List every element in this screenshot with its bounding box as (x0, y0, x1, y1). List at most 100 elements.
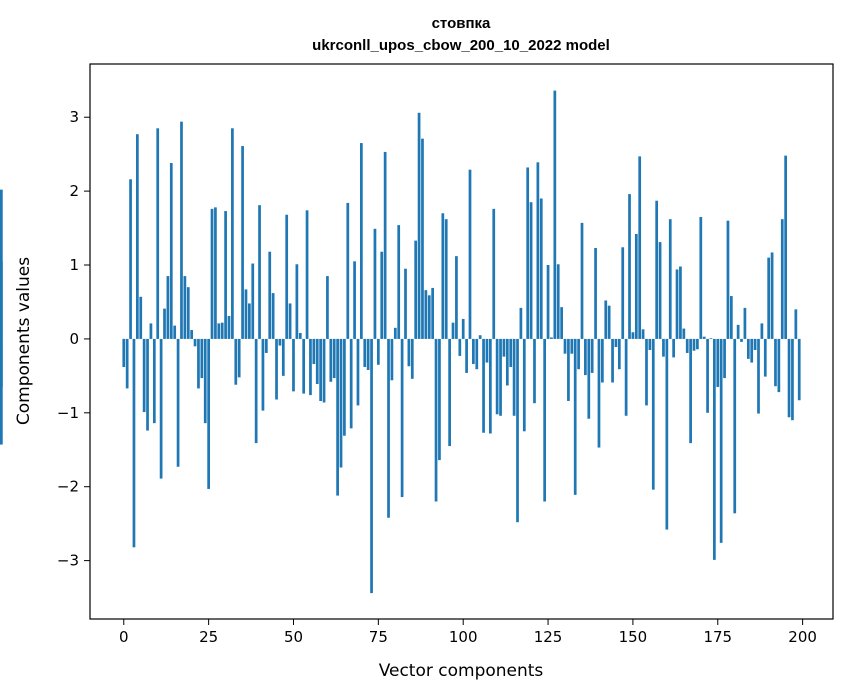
bar-2 (129, 179, 132, 339)
bar-23 (200, 338, 204, 379)
bar-4 (135, 134, 139, 339)
bar-149 (628, 194, 631, 339)
bar-24 (203, 338, 207, 424)
bar-17 (180, 121, 183, 339)
x-tick-label: 75 (369, 628, 388, 646)
bar-186 (753, 338, 757, 350)
bar-196 (787, 338, 791, 418)
bar-138 (590, 338, 594, 373)
y-tick-label: 2 (69, 182, 79, 200)
bar-15 (173, 325, 177, 339)
bar-5 (139, 296, 143, 339)
bar-37 (248, 303, 251, 339)
chart-title-line-1: стовпка (432, 15, 491, 32)
bar-159 (662, 338, 665, 357)
bar-143 (607, 305, 611, 339)
bar-31 (227, 316, 231, 339)
bar-100 (461, 318, 465, 339)
bar-101 (465, 338, 468, 373)
bar-132 (570, 338, 574, 354)
bar-73 (370, 338, 373, 594)
bar-51 (295, 264, 299, 339)
bar-59 (322, 338, 326, 403)
bar-169 (696, 338, 699, 350)
bar-65 (343, 338, 346, 436)
bar-36 (244, 289, 248, 339)
x-tick-label: 25 (199, 628, 218, 646)
bar-155 (648, 338, 652, 350)
y-tick-label: −2 (57, 478, 79, 496)
bar-99 (458, 338, 462, 356)
bar-170 (699, 216, 703, 339)
bar-55 (309, 338, 312, 396)
bar-8 (149, 323, 153, 339)
bar-32 (231, 128, 234, 339)
bar-60 (326, 276, 329, 339)
bar-53 (302, 338, 306, 394)
bar-77 (383, 151, 387, 339)
bar-21 (193, 338, 197, 347)
bar-33 (234, 338, 238, 385)
x-tick-label: 125 (534, 628, 563, 646)
bar-161 (668, 219, 672, 339)
bar-179 (729, 296, 733, 339)
bar-150 (631, 332, 635, 339)
bar-96 (448, 338, 451, 447)
bar-113 (505, 338, 509, 386)
bar-185 (750, 338, 754, 363)
bar-175 (716, 338, 720, 387)
bar-85 (410, 338, 414, 379)
bar-172 (706, 338, 709, 413)
bar-44 (271, 293, 275, 339)
bar-152 (638, 156, 642, 339)
bar-series (0, 90, 801, 594)
bar-103 (472, 338, 475, 365)
bar-127 (553, 90, 557, 339)
bar-80 (393, 327, 397, 339)
x-axis-label: Vector components (379, 661, 544, 681)
bar-75 (376, 338, 380, 365)
bar-147 (621, 247, 625, 339)
bar-12 (163, 308, 166, 339)
bar-104 (475, 338, 479, 370)
bar-158 (658, 242, 662, 339)
x-tick-label: 175 (703, 628, 732, 646)
bar-167 (689, 338, 692, 444)
bar-70 (360, 143, 363, 339)
bar-39 (254, 338, 258, 444)
bar-124 (543, 338, 547, 502)
chart-title: стовпка ukrconll_upos_cbow_200_10_2022 m… (312, 15, 610, 54)
bar-129 (560, 307, 563, 339)
bar-43 (268, 251, 272, 339)
bar-95 (444, 219, 448, 339)
bar-133 (573, 338, 577, 495)
bar-10 (156, 128, 160, 339)
bar-182 (740, 338, 743, 342)
bar-187 (757, 338, 760, 414)
bar-106 (482, 338, 485, 433)
bar-146 (617, 338, 621, 370)
bar-16 (176, 338, 180, 467)
y-axis-label: Components values (14, 257, 34, 425)
bar-71 (363, 338, 367, 367)
bar-163 (675, 269, 679, 339)
bar-192 (774, 338, 777, 387)
bar-25 (207, 338, 210, 489)
bar-144 (611, 338, 614, 383)
bar-97 (451, 322, 455, 339)
bar-166 (685, 338, 689, 353)
y-tick-label: 1 (69, 256, 79, 274)
bar-41 (261, 338, 265, 411)
chart-title-line-2: ukrconll_upos_cbow_200_10_2022 model (312, 37, 610, 54)
bar-131 (567, 338, 570, 401)
y-tick-label: 3 (69, 108, 79, 126)
bar-42 (264, 338, 268, 353)
bar-18 (183, 276, 187, 339)
bar-111 (499, 338, 502, 416)
bar-19 (186, 287, 190, 339)
bar-7 (146, 338, 149, 431)
bar-128 (556, 264, 560, 339)
bar-79 (390, 338, 394, 381)
bar-62 (332, 338, 336, 379)
